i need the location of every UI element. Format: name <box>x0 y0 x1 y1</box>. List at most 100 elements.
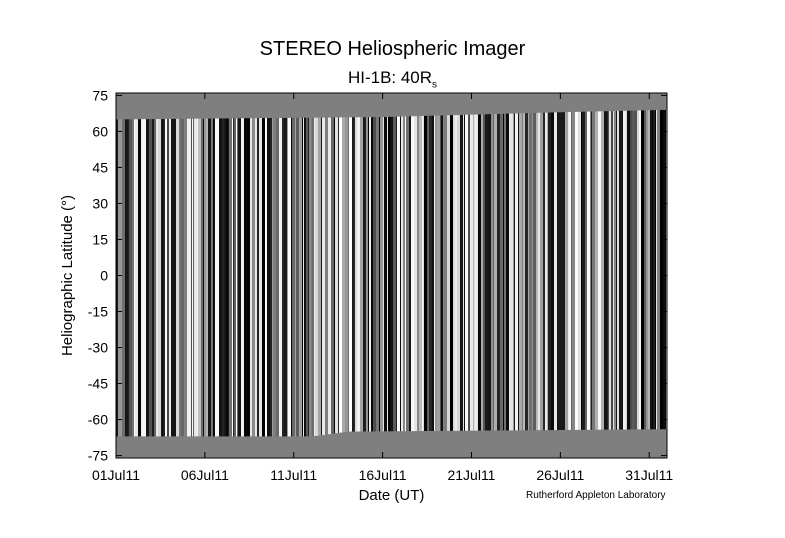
image-column <box>219 118 222 437</box>
image-column <box>551 112 554 431</box>
image-column <box>504 113 506 431</box>
y-tick-label: -45 <box>88 376 108 392</box>
image-column <box>314 117 315 437</box>
image-column <box>173 118 176 437</box>
image-column <box>634 110 637 430</box>
image-column <box>208 118 211 437</box>
image-column <box>197 118 198 437</box>
image-column <box>342 117 345 433</box>
image-column <box>581 111 582 430</box>
image-column <box>257 118 259 437</box>
image-column <box>422 115 423 432</box>
image-column <box>617 110 619 430</box>
image-column <box>630 110 631 430</box>
image-column <box>637 110 639 430</box>
image-column <box>125 119 128 437</box>
image-column <box>388 116 390 432</box>
image-column <box>181 118 184 437</box>
image-column <box>632 110 634 430</box>
image-column <box>156 119 158 437</box>
image-column <box>429 115 432 431</box>
image-column <box>384 116 387 432</box>
y-tick-label: 60 <box>92 123 108 139</box>
x-axis-label: Date (UT) <box>359 487 425 504</box>
image-column <box>506 113 509 431</box>
y-tick-label: -30 <box>88 340 108 356</box>
image-column <box>224 118 226 437</box>
image-column <box>571 111 572 430</box>
image-column <box>276 117 279 437</box>
image-column <box>514 113 515 431</box>
image-column <box>491 114 493 431</box>
image-column <box>528 113 529 431</box>
image-column <box>167 118 169 437</box>
image-column <box>475 114 477 431</box>
image-column <box>288 117 291 437</box>
y-tick-label: -75 <box>88 448 108 464</box>
image-column <box>322 117 325 435</box>
image-column <box>518 113 519 431</box>
image-column <box>616 110 617 430</box>
image-column <box>592 111 595 430</box>
image-column <box>161 119 162 437</box>
image-column <box>578 111 581 430</box>
x-axis: 01Jul11 06Jul11 11Jul11 16Jul11 21Jul11 26Jul… <box>92 93 673 483</box>
image-column <box>464 114 465 431</box>
image-column <box>335 117 338 434</box>
x-tick-label: 26Jul11 <box>536 467 584 483</box>
image-column <box>500 113 503 431</box>
image-column <box>176 118 179 437</box>
image-column <box>387 116 388 432</box>
image-column <box>328 117 331 435</box>
image-column <box>515 113 518 431</box>
image-column <box>191 118 192 437</box>
image-column <box>657 110 660 430</box>
image-column <box>135 119 138 437</box>
image-column <box>417 116 419 432</box>
image-column <box>562 112 565 430</box>
subtitle-main: HI-1B: 40R <box>347 68 433 87</box>
image-column <box>163 118 165 437</box>
image-column <box>655 110 656 430</box>
image-column <box>569 112 571 430</box>
image-column <box>400 116 401 432</box>
image-column <box>142 119 145 437</box>
image-column <box>201 118 203 437</box>
image-column <box>303 117 304 437</box>
image-column <box>620 110 623 430</box>
image-column <box>545 112 547 431</box>
image-column <box>397 116 400 432</box>
x-tick-label: 01Jul11 <box>92 467 140 483</box>
image-column <box>291 117 292 437</box>
image-column <box>306 117 308 437</box>
image-column <box>481 114 483 431</box>
y-axis: 75 60 45 30 15 0 -15 -30 -45 -60 -75 <box>88 87 667 464</box>
image-column <box>585 111 587 430</box>
image-column <box>463 114 464 431</box>
image-column <box>236 118 237 437</box>
image-column <box>169 118 171 437</box>
image-column <box>284 117 287 437</box>
image-column <box>485 114 488 431</box>
image-column <box>368 117 369 432</box>
image-column <box>349 117 352 432</box>
image-column <box>609 111 611 430</box>
image-column <box>434 115 435 431</box>
image-column <box>355 117 357 432</box>
image-column <box>477 114 478 431</box>
y-tick-label: 75 <box>92 87 108 103</box>
image-column <box>406 116 409 432</box>
image-column <box>222 118 224 437</box>
image-column <box>216 118 219 437</box>
image-column <box>129 119 132 437</box>
image-column <box>206 118 208 437</box>
image-column <box>447 115 450 431</box>
image-column <box>244 118 247 437</box>
image-column <box>611 111 613 430</box>
image-column <box>631 110 632 430</box>
image-column <box>529 113 532 431</box>
image-column <box>497 113 500 431</box>
image-column <box>478 114 481 431</box>
image-column <box>460 114 463 431</box>
image-column <box>473 114 474 431</box>
